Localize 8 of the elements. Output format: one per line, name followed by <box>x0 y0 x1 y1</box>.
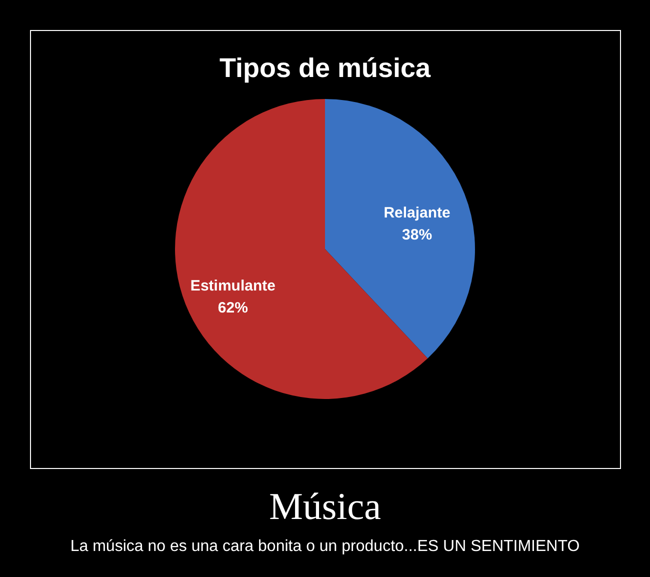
data-label: 62% <box>218 299 248 316</box>
chart-title: Tipos de música <box>219 53 432 83</box>
data-label: 38% <box>402 226 432 244</box>
text: Música <box>269 486 382 528</box>
slice-label: Relajante <box>384 204 450 222</box>
text: La música no es una cara bonita o un producto...ES UN SENTIMIENTO <box>70 538 580 555</box>
pie-slice <box>325 99 475 358</box>
slice-label: Estimulante <box>190 277 276 294</box>
